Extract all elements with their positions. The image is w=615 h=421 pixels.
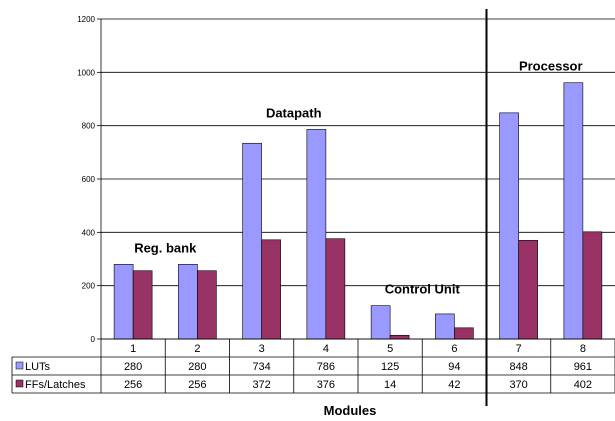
bar-luts-2 xyxy=(178,264,198,340)
bar-ffs-latches-6 xyxy=(454,327,474,340)
data-label: 256 xyxy=(124,379,142,391)
data-label: 370 xyxy=(509,379,527,391)
bar-ffs-latches-7 xyxy=(518,240,538,340)
annotations: Reg. bank Datapath Control Unit Processor xyxy=(134,59,582,297)
legend-label: LUTs xyxy=(25,361,51,373)
y-tick-label: 0 xyxy=(91,335,96,344)
data-label: 848 xyxy=(509,361,527,373)
data-label: 125 xyxy=(381,361,399,373)
y-tick-label: 400 xyxy=(82,228,96,237)
x-category-label: 3 xyxy=(259,343,265,355)
bar-luts-8 xyxy=(563,82,584,340)
x-category-label: 6 xyxy=(451,343,457,355)
y-axis: 0 200 400 600 800 1000 1200 xyxy=(77,15,102,344)
data-label: 734 xyxy=(252,361,270,373)
legend-swatch xyxy=(15,361,24,370)
data-label: 14 xyxy=(384,379,396,391)
bar-ffs-latches-5 xyxy=(389,334,410,340)
bar-luts-4 xyxy=(306,129,327,340)
x-category-label: 5 xyxy=(387,343,393,355)
data-label: 786 xyxy=(317,361,335,373)
bar-luts-5 xyxy=(370,305,391,340)
bar-luts-7 xyxy=(499,112,519,340)
bar-ffs-latches-3 xyxy=(261,239,281,340)
data-label: 256 xyxy=(188,379,206,391)
data-label: 376 xyxy=(317,379,335,391)
x-category-label: 4 xyxy=(323,343,329,355)
group-annotation: Processor xyxy=(519,59,583,74)
data-label: 42 xyxy=(448,379,460,391)
bar-luts-1 xyxy=(113,264,134,340)
bar-luts-6 xyxy=(435,313,455,340)
y-tick-label: 800 xyxy=(82,122,96,131)
data-table: 1 2 3 4 5 6 7 8 LUTs 280 280 734 786 125 94 848 961 FFs/L… xyxy=(11,338,615,394)
legend-label: FFs/Latches xyxy=(25,379,86,391)
bar-ffs-latches-2 xyxy=(197,270,217,340)
x-category-label: 7 xyxy=(516,343,522,355)
legend-swatch xyxy=(15,379,24,388)
bars xyxy=(113,82,603,340)
x-category-label: 2 xyxy=(194,343,200,355)
y-tick-label: 1000 xyxy=(77,68,95,77)
group-annotation: Datapath xyxy=(266,105,322,120)
bar-ffs-latches-4 xyxy=(325,238,346,340)
data-label: 280 xyxy=(124,361,142,373)
x-axis-title: Modules xyxy=(324,403,377,418)
group-annotation: Control Unit xyxy=(385,282,461,297)
data-label: 94 xyxy=(448,361,460,373)
y-tick-label: 600 xyxy=(82,175,96,184)
data-label: 402 xyxy=(574,379,592,391)
bar-luts-3 xyxy=(242,142,262,340)
data-label: 280 xyxy=(188,361,206,373)
data-label: 372 xyxy=(252,379,270,391)
bar-ffs-latches-1 xyxy=(132,270,153,340)
x-category-label: 1 xyxy=(130,343,136,355)
data-label: 961 xyxy=(574,361,592,373)
y-tick-label: 200 xyxy=(82,282,96,291)
bar-ffs-latches-8 xyxy=(582,231,603,340)
y-tick-label: 1200 xyxy=(77,15,95,24)
x-category-label: 8 xyxy=(580,343,586,355)
group-annotation: Reg. bank xyxy=(134,240,197,255)
